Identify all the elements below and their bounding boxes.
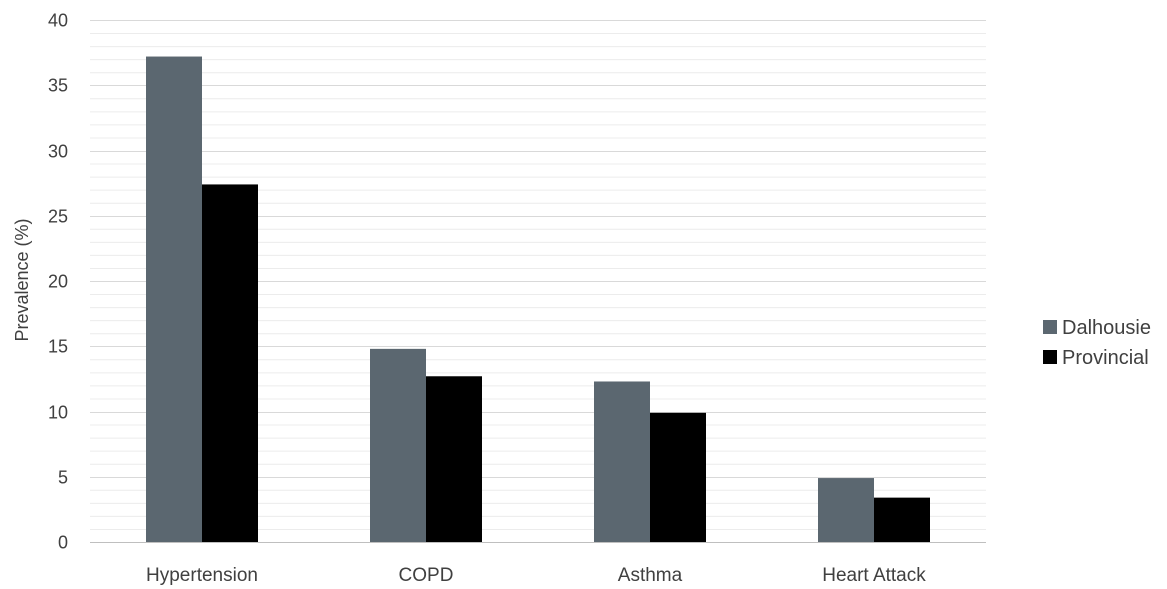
bar-layer <box>146 56 930 542</box>
bar-provincial-hypertension <box>202 184 258 542</box>
bar-provincial-asthma <box>650 412 706 542</box>
x-category-label: Heart Attack <box>822 565 926 586</box>
y-tick-label: 30 <box>48 142 68 162</box>
y-tick-label: 35 <box>48 76 68 96</box>
legend-swatch-dalhousie <box>1043 320 1057 334</box>
bar-dalhousie-heart-attack <box>818 478 874 542</box>
y-tick-label: 20 <box>48 272 68 292</box>
x-category-label: COPD <box>399 565 454 586</box>
y-tick-label: 5 <box>58 468 68 488</box>
bar-dalhousie-asthma <box>594 381 650 542</box>
legend-label-dalhousie: Dalhousie <box>1062 317 1151 339</box>
y-tick-label: 10 <box>48 403 68 423</box>
legend-swatch-provincial <box>1043 350 1057 364</box>
legend: Dalhousie Provincial <box>1043 317 1151 369</box>
bar-dalhousie-hypertension <box>146 56 202 542</box>
bar-provincial-copd <box>426 376 482 542</box>
x-category-label: Hypertension <box>146 565 258 586</box>
x-category-label: Asthma <box>618 565 683 586</box>
y-axis-title: Prevalence (%) <box>12 218 32 341</box>
bar-provincial-heart-attack <box>874 497 930 542</box>
legend-label-provincial: Provincial <box>1062 347 1149 369</box>
y-tick-label: 0 <box>58 533 68 553</box>
axis-layer: 0 5 10 15 20 25 30 35 40 Hypertension COPD Asthma He… <box>48 11 986 586</box>
bar-dalhousie-copd <box>370 348 426 542</box>
y-tick-label: 25 <box>48 207 68 227</box>
y-tick-label: 15 <box>48 337 68 357</box>
y-tick-label: 40 <box>48 11 68 31</box>
